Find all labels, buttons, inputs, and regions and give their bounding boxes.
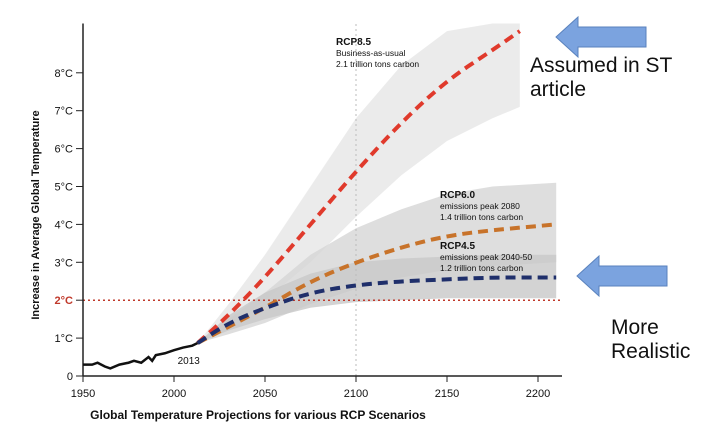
series-name-rcp85: RCP8.5 bbox=[336, 37, 371, 48]
x-tick-label: 2000 bbox=[162, 388, 186, 400]
y-tick-label: 1°C bbox=[55, 333, 74, 345]
x-tick-label: 1950 bbox=[71, 388, 95, 400]
arrow-to-rcp45 bbox=[576, 254, 668, 298]
series-name-rcp60: RCP6.0 bbox=[440, 190, 475, 201]
series-desc-rcp85: Business-as-usual bbox=[336, 48, 406, 58]
y-tick-label: 2°C bbox=[55, 295, 74, 307]
x-tick-label: 2100 bbox=[344, 388, 368, 400]
series-carbon-rcp60: 1.4 trillion tons carbon bbox=[440, 212, 523, 222]
y-tick-label: 8°C bbox=[55, 68, 74, 80]
series-desc-rcp60: emissions peak 2080 bbox=[440, 201, 520, 211]
series-carbon-rcp85: 2.1 trillion tons carbon bbox=[336, 59, 419, 69]
y-tick-label: 3°C bbox=[55, 257, 74, 269]
annotation-assumed: Assumed in ST article bbox=[530, 54, 673, 101]
y-tick-label: 4°C bbox=[55, 219, 74, 231]
y-axis-title: Increase in Average Global Temperature bbox=[30, 110, 42, 319]
y-tick-label: 5°C bbox=[55, 182, 74, 194]
series-line-rcp45 bbox=[196, 275, 557, 345]
y-tick-label: 0 bbox=[67, 371, 73, 383]
x-axis-title: Global Temperature Projections for vario… bbox=[90, 408, 426, 422]
arrow-to-rcp85 bbox=[555, 15, 647, 59]
historical-end-label: 2013 bbox=[178, 356, 201, 367]
historical-line bbox=[83, 341, 199, 370]
x-tick-label: 2150 bbox=[435, 388, 459, 400]
series-name-rcp45: RCP4.5 bbox=[440, 241, 475, 252]
y-tick-label: 6°C bbox=[55, 144, 74, 156]
series-line-rcp60 bbox=[196, 222, 557, 345]
x-tick-label: 2200 bbox=[526, 388, 550, 400]
series-line-rcp85 bbox=[196, 29, 521, 345]
series-desc-rcp45: emissions peak 2040-50 bbox=[440, 252, 532, 262]
y-tick-label: 7°C bbox=[55, 106, 74, 118]
series-carbon-rcp45: 1.2 trillion tons carbon bbox=[440, 263, 523, 273]
x-tick-label: 2050 bbox=[253, 388, 277, 400]
annotation-realistic: More Realistic bbox=[611, 316, 691, 363]
